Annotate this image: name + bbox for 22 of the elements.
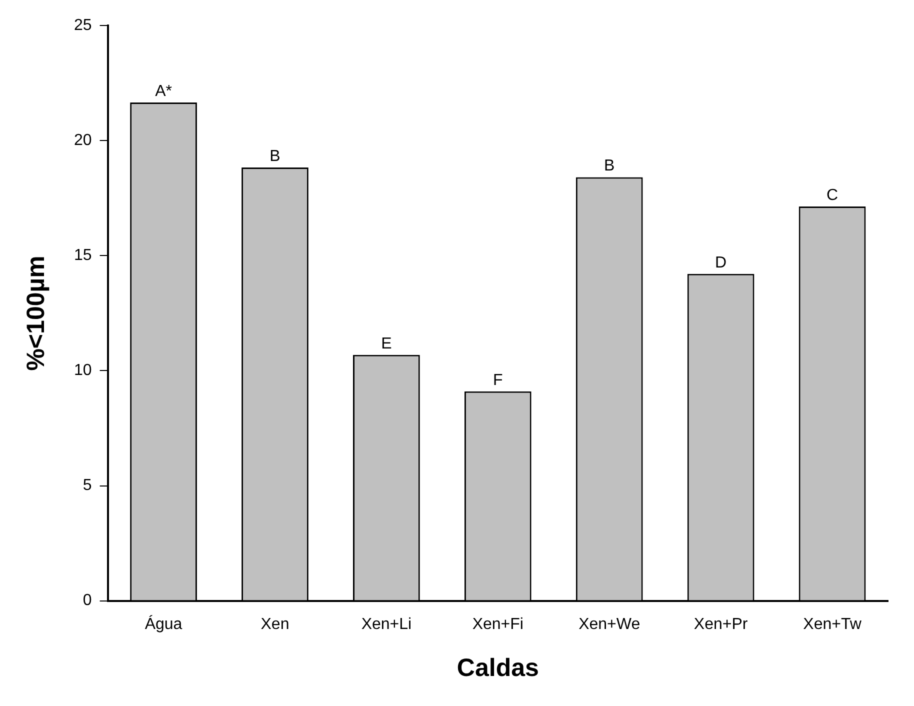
x-tick-label: Xen: [260, 616, 290, 633]
data-label: E: [381, 335, 392, 352]
x-tick-label: Água: [144, 614, 182, 633]
x-tick-label: Xen+Tw: [803, 616, 862, 633]
y-tick-label: 5: [82, 477, 92, 494]
x-tick-label: Xen+We: [578, 616, 640, 633]
data-label: B: [270, 148, 280, 165]
data-label: A*: [155, 82, 172, 100]
x-tick-label: Xen+Fi: [472, 616, 524, 633]
y-tick-label: 20: [74, 132, 92, 150]
x-axis-title: Caldas: [456, 654, 539, 682]
data-label: F: [493, 372, 504, 389]
y-axis-title: %<100µm: [22, 256, 50, 371]
data-label: C: [826, 186, 838, 204]
y-tick-label: 0: [82, 592, 92, 610]
x-tick-label: Xen+Li: [361, 616, 412, 633]
y-tick-label: 15: [74, 247, 92, 264]
x-tick-label: Xen+Pr: [694, 616, 748, 633]
data-label: B: [604, 158, 615, 175]
y-tick-label: 10: [74, 362, 92, 380]
y-tick-label: 25: [74, 17, 92, 34]
data-label: D: [715, 254, 727, 272]
